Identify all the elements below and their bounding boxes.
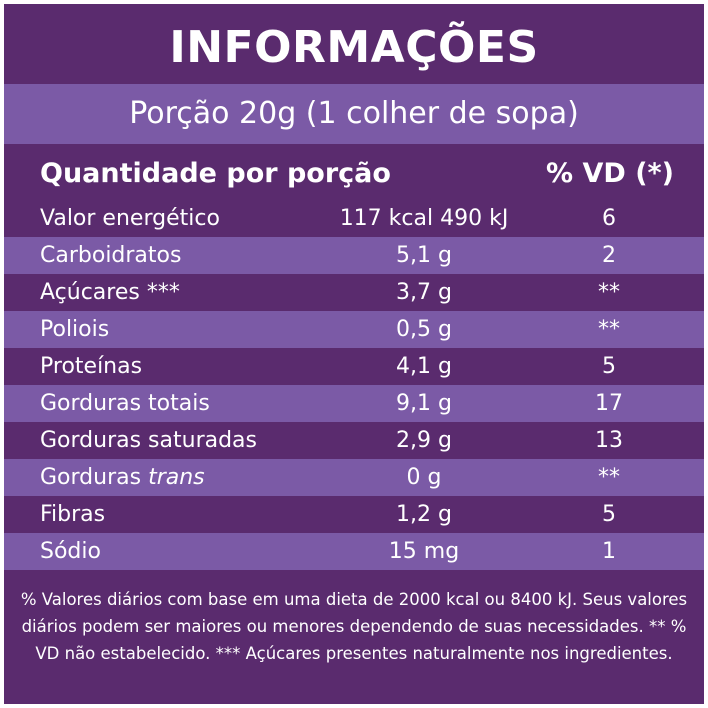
label-title: INFORMAÇÕES NUTRICIONAIS — [169, 22, 539, 141]
nutrient-name-group: Gorduras trans — [40, 459, 205, 496]
nutrient-name: Sódio — [40, 539, 101, 564]
footnote: % Valores diários com base em uma dieta … — [20, 590, 688, 663]
nutrient-amount: 9,1 g — [396, 391, 452, 416]
nutrient-name: Gorduras saturadas — [40, 428, 258, 453]
nutrient-name: Gorduras — [40, 465, 142, 490]
nutrient-table: Valor energético 117 kcal 490 kJ 6 Carbo… — [4, 200, 704, 570]
nutrient-row-polyols: Poliois 0,5 g ** — [4, 311, 704, 348]
nutrient-daily-value: 17 — [595, 391, 623, 416]
nutrient-name: Gorduras totais — [40, 391, 210, 416]
nutrient-name-italic: trans — [148, 465, 205, 490]
nutrient-daily-value: 6 — [602, 206, 616, 231]
nutrient-row-carbs: Carboidratos 5,1 g 2 — [4, 237, 704, 274]
nutrient-row-proteins: Proteínas 4,1 g 5 — [4, 348, 704, 385]
nutrient-name: Valor energético — [40, 206, 220, 231]
nutrient-row-trans-fat: Gorduras trans 0 g ** — [4, 459, 704, 496]
nutrient-amount: 2,9 g — [396, 428, 452, 453]
nutrition-facts-label: INFORMAÇÕES NUTRICIONAIS Porção 20g (1 c… — [4, 4, 704, 704]
nutrient-daily-value: ** — [598, 280, 620, 305]
nutrient-row-fiber: Fibras 1,2 g 5 — [4, 496, 704, 533]
nutrient-daily-value: 13 — [595, 428, 623, 453]
nutrient-daily-value: 2 — [602, 243, 616, 268]
nutrient-row-saturated-fat: Gorduras saturadas 2,9 g 13 — [4, 422, 704, 459]
nutrient-row-sugars: Açúcares *** 3,7 g ** — [4, 274, 704, 311]
nutrient-amount: 0 g — [406, 465, 442, 490]
portion-size: Porção 20g (1 colher de sopa) — [4, 84, 704, 144]
nutrient-amount: 117 kcal 490 kJ — [339, 206, 509, 231]
nutrient-amount: 0,5 g — [396, 317, 452, 342]
nutrient-amount: 15 mg — [388, 539, 460, 564]
daily-value-header: % VD (*) — [546, 158, 674, 189]
nutrient-amount: 4,1 g — [396, 354, 452, 379]
nutrient-amount: 5,1 g — [396, 243, 452, 268]
quantity-header: Quantidade por porção — [40, 158, 391, 189]
nutrient-name: Açúcares *** — [40, 280, 180, 305]
nutrient-amount: 1,2 g — [396, 502, 452, 527]
nutrient-name: Poliois — [40, 317, 110, 342]
nutrient-daily-value: ** — [598, 317, 620, 342]
nutrient-daily-value: 5 — [602, 502, 616, 527]
nutrient-name: Proteínas — [40, 354, 143, 379]
nutrient-name: Fibras — [40, 502, 106, 527]
nutrient-row-energy: Valor energético 117 kcal 490 kJ 6 — [4, 200, 704, 237]
nutrient-row-total-fat: Gorduras totais 9,1 g 17 — [4, 385, 704, 422]
nutrient-row-sodium: Sódio 15 mg 1 — [4, 533, 704, 570]
nutrient-daily-value: 1 — [602, 539, 616, 564]
nutrient-name: Carboidratos — [40, 243, 182, 268]
nutrient-daily-value: 5 — [602, 354, 616, 379]
nutrient-daily-value: ** — [598, 465, 620, 490]
nutrient-amount: 3,7 g — [396, 280, 452, 305]
